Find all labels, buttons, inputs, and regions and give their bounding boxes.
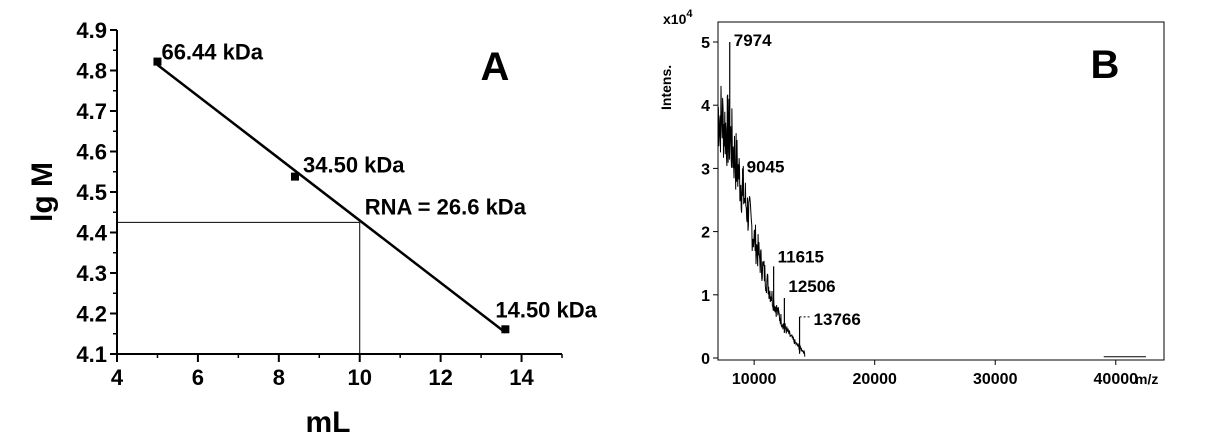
panel-b-peak-label: 12506 — [788, 277, 835, 296]
panel-a-y-tick-label: 4.7 — [76, 99, 107, 124]
panel-a-x-tick-label: 6 — [192, 365, 204, 390]
panel-a-point-label: 34.50 kDa — [303, 153, 405, 178]
panel-b-x-axis-title: m/z — [1135, 371, 1158, 387]
panel-a-x-tick-label: 14 — [509, 365, 534, 390]
panel-a-y-tick-label: 4.2 — [76, 302, 107, 327]
panel-a-y-tick-label: 4.6 — [76, 140, 107, 165]
panel-a-ticks: 4 6 8 10 12 14 4.1 4.2 4.3 4.4 4.5 4.6 4.7 4.8 4.9 — [76, 18, 563, 390]
panel-a-y-tick-label: 4.9 — [76, 18, 107, 43]
panel-b-y-multiplier-exponent: 4 — [686, 8, 693, 20]
panel-a-point-label: 14.50 kDa — [495, 297, 597, 322]
panel-b-peak-label: 9045 — [747, 157, 785, 176]
panel-a-guides: RNA = 26.6 kDa — [117, 194, 527, 354]
panel-b-x-tick-label: 40000 — [1094, 371, 1139, 388]
panel-a-x-tick-label: 12 — [428, 365, 452, 390]
panel-a-y-tick-label: 4.5 — [76, 180, 107, 205]
panel-b-y-multiplier-base: x10 — [663, 11, 687, 27]
panel-b-spectrum — [717, 85, 1146, 358]
panel-a-label: A — [481, 45, 510, 89]
panel-a-y-tick-label: 4.8 — [76, 59, 107, 84]
panel-a-x-tick-label: 10 — [347, 365, 371, 390]
panel-a-y-tick-label: 4.4 — [76, 221, 107, 246]
panel-b-y-tick-label: 2 — [701, 225, 710, 242]
panel-b-label: B — [1091, 43, 1120, 87]
panel-b-y-multiplier: x104 — [663, 8, 693, 27]
panel-b-y-tick-label: 5 — [701, 35, 710, 52]
panel-b-y-tick-label: 4 — [701, 98, 710, 115]
panel-b-spectrum-trace — [717, 85, 806, 357]
panel-a-rna-label: RNA = 26.6 kDa — [365, 194, 527, 219]
panel-a-y-tick-label: 4.3 — [76, 261, 107, 286]
panel-a-data-point — [153, 57, 162, 66]
panel-a: 4 6 8 10 12 144.14.24.34.44.54.64.74.84.9 mL … — [26, 18, 598, 439]
panel-a-point-label: 66.44 kDa — [161, 40, 263, 65]
panel-a-x-axis-title: mL — [306, 406, 351, 439]
panel-b-y-tick-label: 3 — [701, 161, 710, 178]
panel-a-fit-line — [156, 63, 507, 334]
panel-a-data-point — [501, 325, 510, 334]
panel-a-points: 66.44 kDa 34.50 kDa 14.50 kDa — [153, 40, 598, 334]
panel-b-x-tick-label: 10000 — [732, 371, 777, 388]
panel-b-y-tick-label: 1 — [701, 288, 710, 305]
panel-a-x-tick-label: 4 — [111, 365, 124, 390]
panel-b-peaks: 7974 9045 11615 12506 13766 — [729, 31, 861, 354]
panel-a-data-point — [291, 172, 299, 181]
panel-b-ticks: 10000 20000 30000 40000 0 1 2 3 4 5 — [701, 35, 1138, 388]
panel-a-regression-line — [156, 63, 507, 334]
panel-b-peak-label: 11615 — [778, 247, 824, 266]
panel-b-x-tick-label: 30000 — [973, 371, 1018, 388]
panel-b-y-tick-label: 0 — [701, 351, 710, 368]
panel-b-peak-label: 7974 — [734, 31, 772, 50]
panel-b-y-axis-title: Intens. — [658, 65, 674, 110]
panel-b-peak-label: 13766 — [814, 310, 861, 329]
panel-a-y-axis-title: lg M — [26, 162, 59, 222]
panel-b-frame — [717, 21, 1165, 361]
panel-a-y-tick-label: 4.1 — [76, 342, 107, 367]
panel-a-x-tick-label: 8 — [273, 365, 285, 390]
panel-b-x-tick-label: 20000 — [852, 371, 897, 388]
